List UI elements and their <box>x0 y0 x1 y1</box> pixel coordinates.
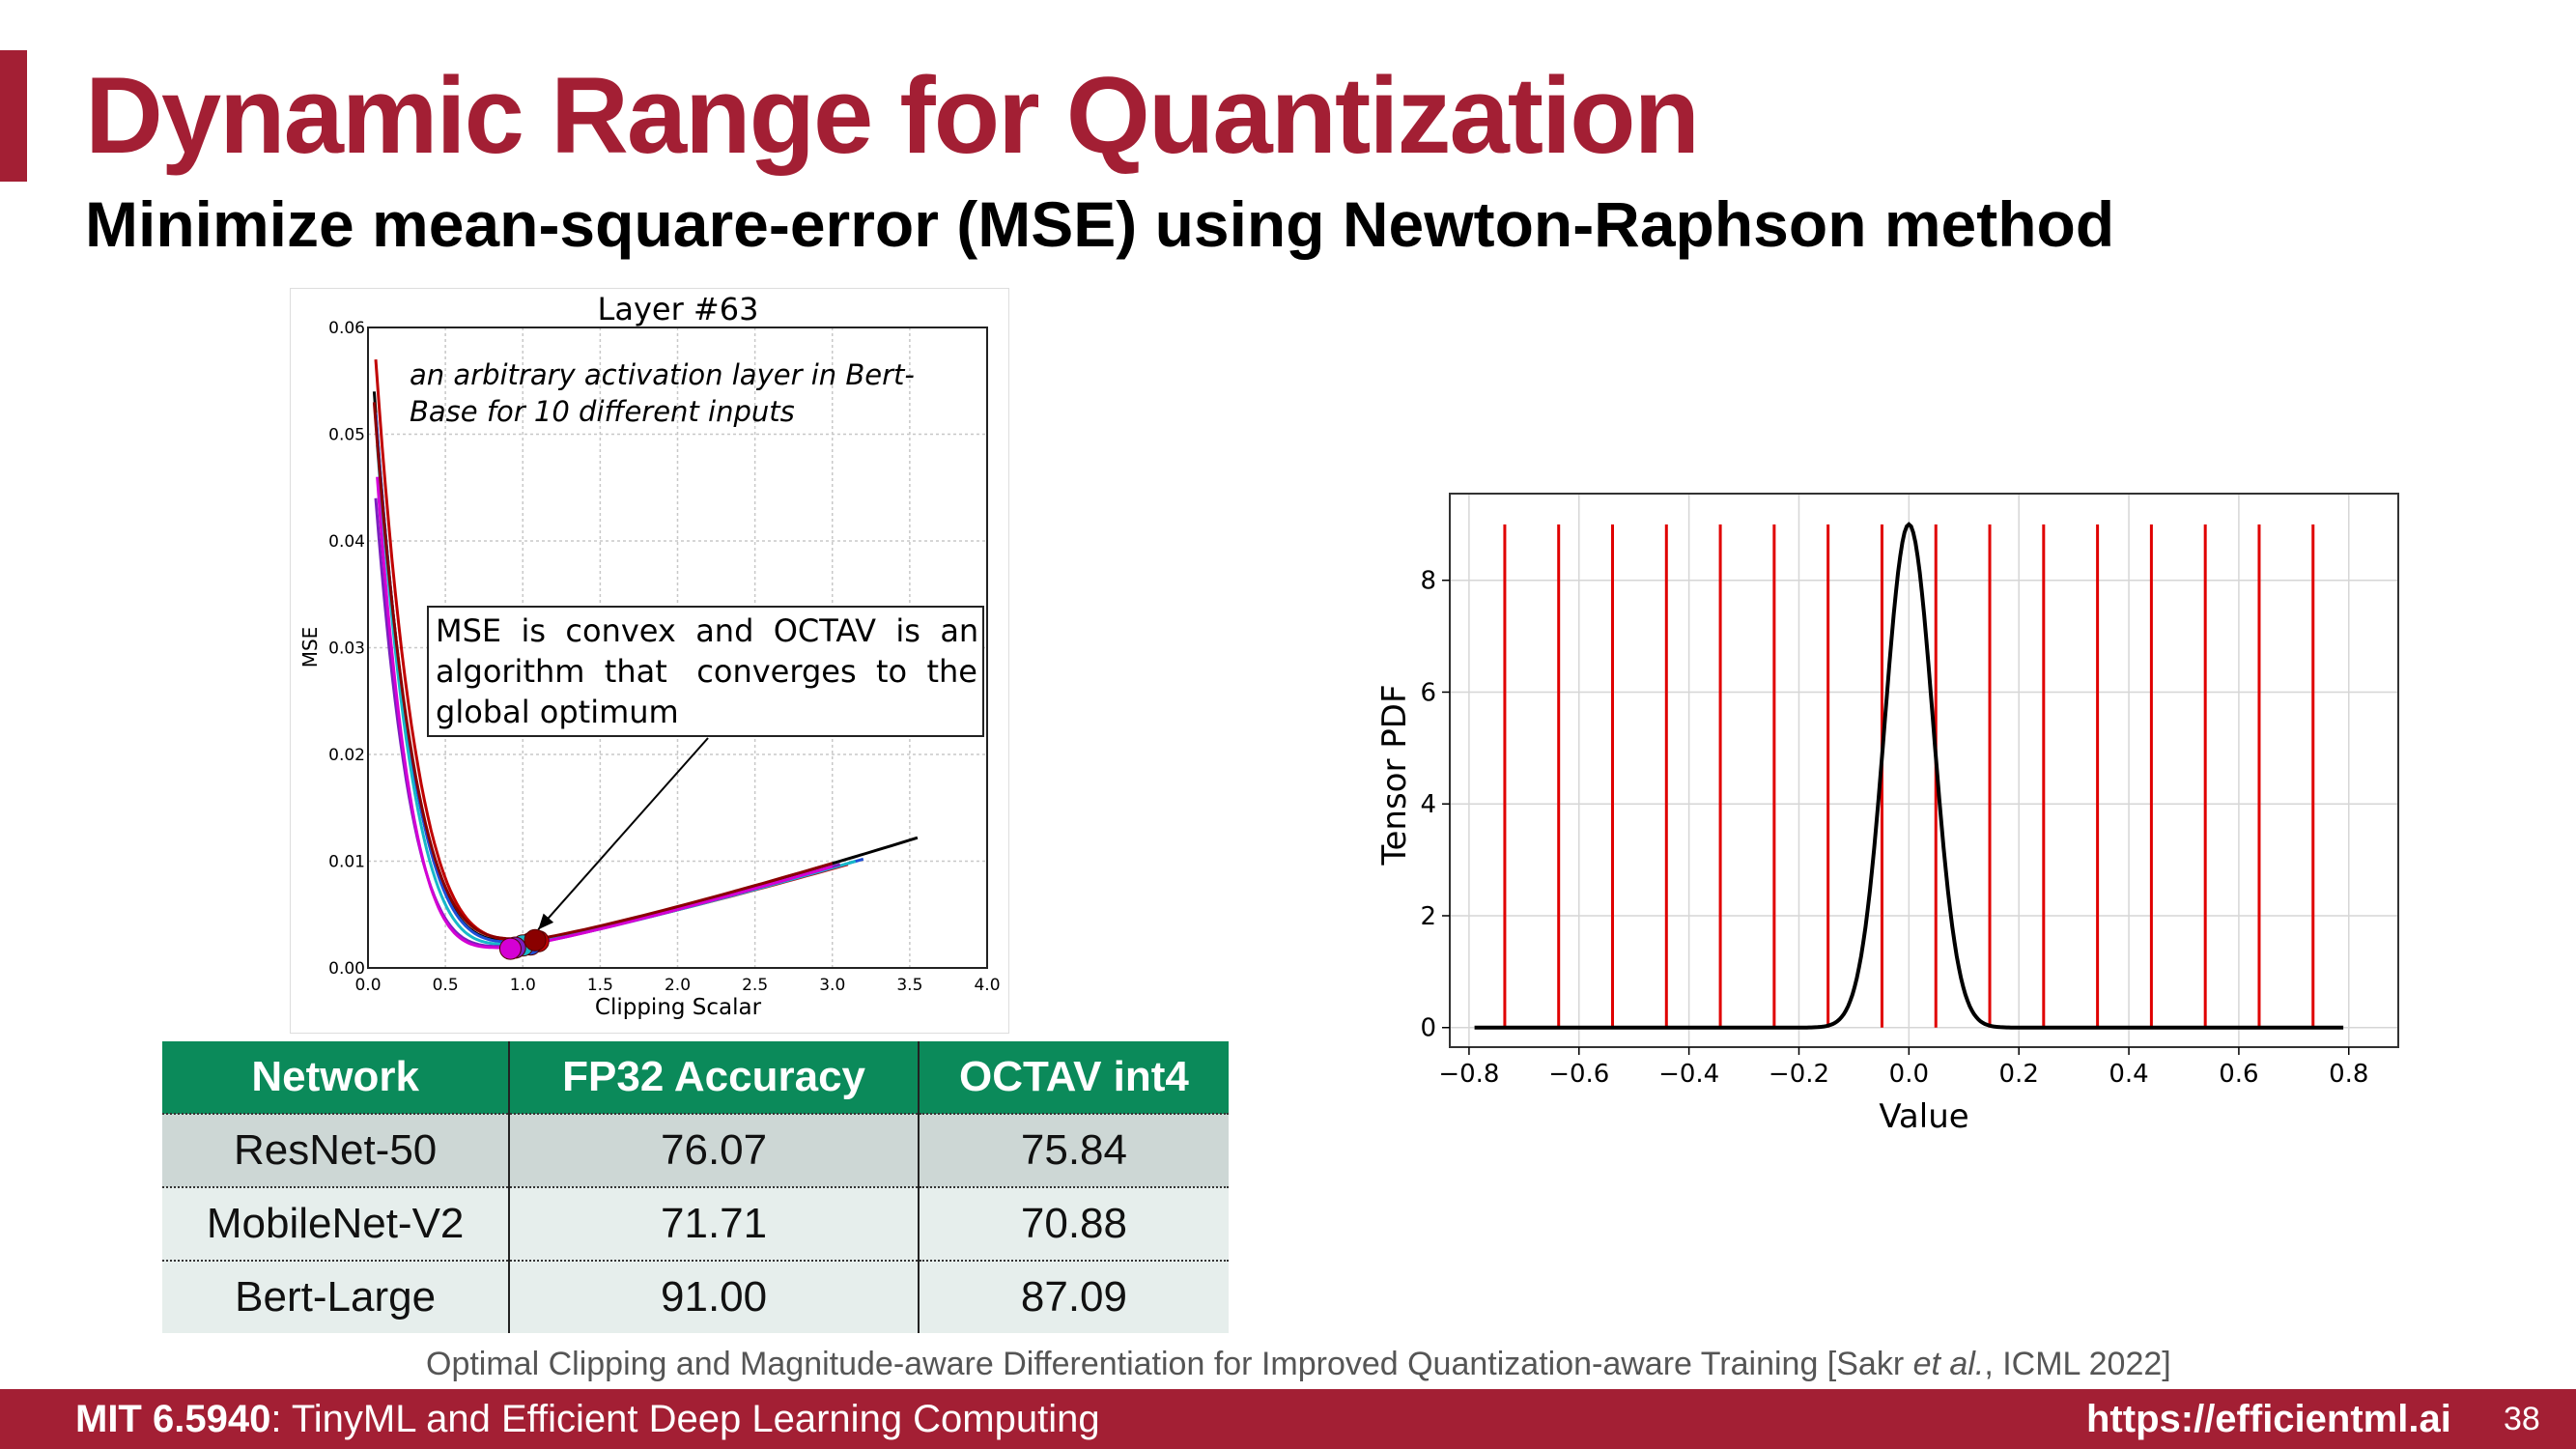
citation-prefix: Optimal Clipping and Magnitude-aware Dif… <box>426 1346 1913 1382</box>
mse-x-tick-label: 4.0 <box>974 976 1000 995</box>
mse-y-tick-label: 0.04 <box>328 532 365 552</box>
table-cell-octav: 70.88 <box>918 1186 1229 1261</box>
table-header-network: Network <box>162 1041 511 1114</box>
table-cell-network: MobileNet-V2 <box>162 1186 511 1261</box>
mse-y-tick-label: 0.05 <box>328 426 365 445</box>
title-accent-bar <box>0 50 27 182</box>
mse-annotation-box <box>427 606 984 737</box>
footer-course-code: MIT 6.5940 <box>75 1398 271 1440</box>
mse-note-line-2: Base for 10 different inputs <box>410 395 795 428</box>
mse-x-tick-label: 2.5 <box>742 976 768 995</box>
mse-y-tick-label: 0.06 <box>328 319 365 338</box>
pdf-x-tick-label: 0.0 <box>1889 1060 1929 1089</box>
table-row: ResNet-50 76.07 75.84 <box>162 1113 1229 1187</box>
mse-x-tick-label: 3.0 <box>819 976 845 995</box>
citation: Optimal Clipping and Magnitude-aware Dif… <box>426 1346 2171 1383</box>
mse-arrow-head <box>538 913 554 930</box>
table-cell-network: ResNet-50 <box>162 1113 511 1187</box>
table-cell-fp32: 71.71 <box>509 1186 920 1261</box>
mse-chart-title: Layer #63 <box>598 291 759 327</box>
pdf-x-axis-label: Value <box>1879 1097 1968 1136</box>
citation-italic: et al. <box>1912 1346 1985 1382</box>
pdf-chart: −0.8 −0.6 −0.4 −0.2 0.0 0.2 0.4 0.6 0.8 0 2 4 6 8 Val… <box>1375 493 2399 1136</box>
pdf-y-tick-label: 0 <box>1420 1014 1436 1043</box>
footer-bar: MIT 6.5940: TinyML and Efficient Deep Le… <box>0 1389 2576 1449</box>
pdf-x-tick-label: −0.4 <box>1658 1060 1719 1089</box>
table-header-row: Network FP32 Accuracy OCTAV int4 <box>162 1041 1229 1114</box>
pdf-y-tick-label: 2 <box>1420 902 1436 931</box>
slide-subtitle: Minimize mean-square-error (MSE) using N… <box>85 188 2115 260</box>
mse-x-tick-label: 0.5 <box>433 976 459 995</box>
pdf-x-tick-label: 0.4 <box>2109 1060 2148 1089</box>
pdf-plot-area <box>1449 493 2399 1048</box>
mse-annotation-line-2: algorithm that converges to the <box>436 653 977 690</box>
footer-course-name: : TinyML and Efficient Deep Learning Com… <box>270 1398 1100 1440</box>
mse-x-tick-label: 0.0 <box>354 976 381 995</box>
mse-plot-area <box>367 327 988 969</box>
pdf-x-tick-label: −0.2 <box>1769 1060 1829 1089</box>
table-header-fp32: FP32 Accuracy <box>509 1041 920 1114</box>
mse-x-tick-label: 1.5 <box>587 976 613 995</box>
page-number: 38 <box>2504 1401 2540 1437</box>
mse-y-tick-label: 0.01 <box>328 853 365 872</box>
mse-y-tick-label: 0.02 <box>328 746 365 765</box>
citation-suffix: , ICML 2022] <box>1984 1346 2171 1382</box>
pdf-x-tick-label: −0.6 <box>1548 1060 1609 1089</box>
table-cell-octav: 75.84 <box>918 1113 1229 1187</box>
table-cell-fp32: 91.00 <box>509 1260 920 1333</box>
pdf-y-tick-label: 6 <box>1420 678 1436 707</box>
table-row: Bert-Large 91.00 87.09 <box>162 1260 1229 1333</box>
table-header-octav: OCTAV int4 <box>918 1041 1229 1114</box>
table-row: MobileNet-V2 71.71 70.88 <box>162 1186 1229 1261</box>
mse-annotation-arrow <box>537 737 709 930</box>
results-table: Network FP32 Accuracy OCTAV int4 ResNet-… <box>162 1041 1229 1333</box>
mse-y-tick-label: 0.00 <box>328 959 365 979</box>
table-cell-fp32: 76.07 <box>509 1113 920 1187</box>
pdf-y-axis-label: Tensor PDF <box>1375 685 1414 867</box>
mse-note-line-1: an arbitrary activation layer in Bert- <box>410 358 915 391</box>
pdf-y-tick-label: 4 <box>1420 790 1436 819</box>
mse-x-tick-label: 1.0 <box>510 976 536 995</box>
footer-url[interactable]: https://efficientml.ai <box>2086 1398 2451 1440</box>
mse-x-tick-label: 2.0 <box>665 976 691 995</box>
mse-annotation-line-3: global optimum <box>436 694 679 730</box>
table-cell-octav: 87.09 <box>918 1260 1229 1333</box>
mse-optimum-point <box>498 937 522 960</box>
footer-course: MIT 6.5940: TinyML and Efficient Deep Le… <box>75 1398 1100 1441</box>
pdf-x-tick-label: −0.8 <box>1438 1060 1499 1089</box>
pdf-x-tick-label: 0.6 <box>2219 1060 2258 1089</box>
mse-optimum-point <box>524 928 547 952</box>
pdf-x-tick-label: 0.8 <box>2329 1060 2368 1089</box>
pdf-y-tick-label: 8 <box>1420 567 1436 596</box>
mse-annotation-line-1: MSE is convex and OCTAV is an <box>436 612 978 649</box>
mse-chart: 0.0 0.5 1.0 1.5 2.0 2.5 3.0 3.5 4.0 0.00 0.01 0.02 0… <box>290 288 1009 1034</box>
mse-x-axis-label: Clipping Scalar <box>595 995 762 1020</box>
mse-series-line <box>376 476 834 950</box>
slide-title: Dynamic Range for Quantization <box>85 55 1700 176</box>
pdf-x-tick-label: 0.2 <box>1999 1060 2039 1089</box>
mse-series-line <box>372 402 834 941</box>
pdf-curve <box>1474 522 2344 1030</box>
table-cell-network: Bert-Large <box>162 1260 511 1333</box>
mse-x-tick-label: 3.5 <box>896 976 922 995</box>
mse-y-tick-label: 0.03 <box>328 639 365 659</box>
mse-y-axis-label: MSE <box>298 627 322 668</box>
